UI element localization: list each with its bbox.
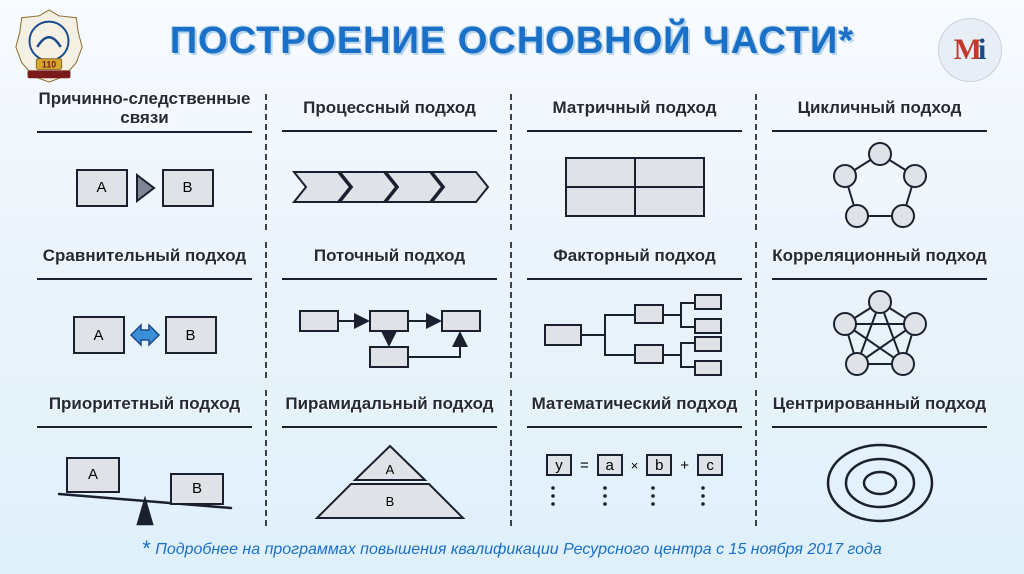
cell-matrix: Матричный подход bbox=[512, 90, 757, 238]
divider bbox=[37, 131, 251, 133]
cell-priority: Приоритетный подход A B bbox=[22, 386, 267, 534]
approaches-grid: Причинно-следственные связи A B Процессн… bbox=[22, 90, 1002, 524]
cell-title: Поточный подход bbox=[314, 238, 465, 274]
divider bbox=[37, 278, 251, 280]
label-a: A bbox=[385, 462, 394, 477]
box-b: B bbox=[162, 169, 214, 207]
cell-title: Факторный подход bbox=[553, 238, 716, 274]
cell-title: Цикличный подход bbox=[798, 90, 962, 126]
box-a: A bbox=[73, 316, 125, 354]
cell-cyclic: Цикличный подход bbox=[757, 90, 1002, 238]
cell-centered: Центрированный подход bbox=[757, 386, 1002, 534]
eq-b: b bbox=[646, 454, 672, 476]
diagram-flow bbox=[273, 290, 506, 386]
cell-title: Пирамидальный подход bbox=[285, 386, 493, 422]
footnote-star: * bbox=[142, 536, 151, 561]
cell-title: Причинно-следственные связи bbox=[28, 90, 261, 127]
divider bbox=[527, 278, 741, 280]
divider bbox=[772, 426, 986, 428]
footnote-text: Подробнее на программах повышения квалиф… bbox=[151, 541, 882, 558]
cell-math: Математический подход y = a × b + c bbox=[512, 386, 757, 534]
cell-title: Сравнительный подход bbox=[43, 238, 246, 274]
cell-pyramid: Пирамидальный подход A B bbox=[267, 386, 512, 534]
cell-factor: Факторный подход bbox=[512, 238, 757, 386]
diagram-comparative: A B bbox=[28, 290, 261, 386]
cell-title: Центрированный подход bbox=[773, 386, 986, 422]
divider bbox=[37, 426, 251, 428]
divider bbox=[282, 426, 496, 428]
eq-a: a bbox=[597, 454, 623, 476]
label-b: B bbox=[385, 494, 394, 509]
cell-title: Приоритетный подход bbox=[49, 386, 240, 422]
page-title: ПОСТРОЕНИЕ ОСНОВНОЙ ЧАСТИ* bbox=[0, 20, 1024, 63]
divider bbox=[282, 278, 496, 280]
arrow-right-icon bbox=[128, 169, 162, 207]
label-a: A bbox=[87, 466, 97, 483]
divider bbox=[527, 426, 741, 428]
divider bbox=[772, 278, 986, 280]
diagram-priority: A B bbox=[28, 438, 261, 534]
diagram-centered bbox=[763, 438, 996, 534]
dots-icon bbox=[535, 482, 735, 512]
cell-correlation: Корреляционный подход bbox=[757, 238, 1002, 386]
divider bbox=[527, 130, 741, 132]
cell-process: Процессный подход bbox=[267, 90, 512, 238]
cell-causal: Причинно-следственные связи A B bbox=[22, 90, 267, 238]
eq-y: y bbox=[546, 454, 572, 476]
diagram-cyclic bbox=[763, 142, 996, 238]
diagram-factor bbox=[518, 290, 751, 386]
eq-plus: + bbox=[680, 457, 689, 474]
diagram-process bbox=[273, 142, 506, 238]
cell-title: Корреляционный подход bbox=[772, 238, 986, 274]
eq-times: × bbox=[631, 458, 639, 473]
label-b: B bbox=[191, 480, 201, 497]
diagram-causal: A B bbox=[28, 143, 261, 238]
eq-equals: = bbox=[580, 457, 589, 474]
cell-comparative: Сравнительный подход A B bbox=[22, 238, 267, 386]
divider bbox=[282, 130, 496, 132]
box-a: A bbox=[76, 169, 128, 207]
footnote: * Подробнее на программах повышения квал… bbox=[0, 536, 1024, 562]
diagram-matrix bbox=[518, 142, 751, 238]
cell-flow: Поточный подход bbox=[267, 238, 512, 386]
double-arrow-icon bbox=[125, 316, 165, 354]
diagram-pyramid: A B bbox=[273, 438, 506, 534]
cell-title: Матричный подход bbox=[552, 90, 716, 126]
diagram-correlation bbox=[763, 290, 996, 386]
diagram-math: y = a × b + c bbox=[518, 438, 751, 534]
box-b: B bbox=[165, 316, 217, 354]
divider bbox=[772, 130, 986, 132]
cell-title: Математический подход bbox=[532, 386, 738, 422]
eq-c: c bbox=[697, 454, 723, 476]
cell-title: Процессный подход bbox=[303, 90, 476, 126]
